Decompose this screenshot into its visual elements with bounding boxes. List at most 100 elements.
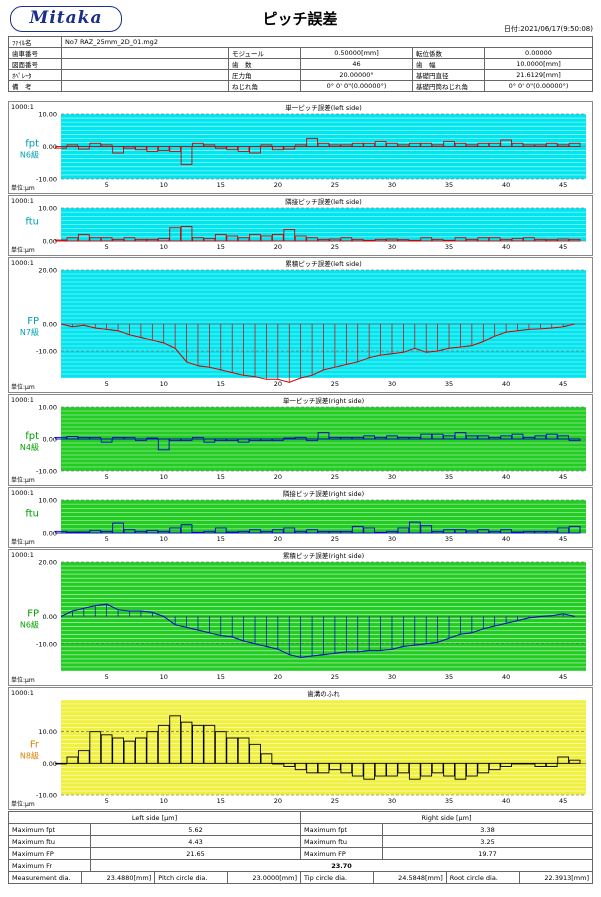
bar [55, 762, 67, 765]
bar [408, 142, 421, 147]
bar [466, 238, 478, 242]
left-side-header: Left side [μm] [8, 811, 301, 824]
unit-label: 単位:μm [11, 800, 35, 808]
y-tick-label: 20.00 [38, 559, 57, 567]
helix-label: ねじれ角 [228, 80, 301, 92]
x-tick-label: 5 [105, 243, 109, 251]
x-tick-label: 30 [388, 243, 396, 251]
x-tick-label: 40 [502, 797, 510, 805]
bar [545, 142, 558, 147]
x-tick-label: 45 [559, 181, 567, 189]
remarks-value [61, 80, 229, 92]
unit-label: 単位:μm [11, 246, 35, 254]
chart-title: 累積ピッチ誤差(right side) [283, 551, 364, 560]
y-tick-label: -10.00 [36, 468, 57, 476]
max-ftu-right-label: Maximum ftu [300, 835, 383, 848]
base-helix-value: 0° 0' 0"(0.00000°) [484, 80, 593, 92]
x-tick-label: 35 [445, 797, 453, 805]
bar [169, 227, 181, 242]
pressure-angle-value: 20.00000° [300, 69, 413, 81]
bar [408, 521, 421, 534]
gear-info-table: ﾌｧｲﾙ名 No7 RAZ_25mm_2D_01.mg2 歯車番号 モジュール … [8, 36, 593, 92]
y-tick-label: -10.00 [36, 792, 57, 800]
bar [500, 435, 512, 440]
bar [89, 529, 102, 534]
bar [466, 530, 478, 534]
bar [488, 530, 501, 534]
scale-label: 1000:1 [11, 489, 34, 497]
y-tick-label: 0.00 [43, 436, 57, 444]
bar [340, 436, 353, 440]
bar [180, 721, 193, 764]
bar [260, 438, 273, 442]
x-tick-label: 20 [274, 473, 282, 481]
chart-panel-5: 20.00 0.00 -10.00 5 10 15 20 25 30 35 40 45 累積ピッチ誤差(… [8, 549, 593, 686]
bar [374, 238, 387, 242]
bar [214, 731, 227, 764]
x-tick-label: 30 [388, 473, 396, 481]
scale-label: 1000:1 [11, 396, 34, 404]
x-tick-label: 35 [445, 380, 453, 388]
bar [260, 235, 273, 242]
bar [488, 436, 501, 440]
bar [443, 239, 455, 242]
tip-circle-dia-value: 24.5848[mm] [373, 872, 447, 883]
bar [374, 436, 387, 440]
x-tick-label: 15 [217, 473, 225, 481]
bar [329, 436, 341, 440]
bar [135, 737, 147, 764]
chart-title: 単一ピッチ誤差(right side) [283, 396, 364, 405]
bar [249, 438, 261, 442]
x-tick-label: 5 [105, 673, 109, 681]
bar [146, 529, 159, 534]
bar [351, 762, 364, 777]
bar [374, 762, 387, 777]
gear-no-value [61, 47, 229, 59]
y-tick-label: 10.00 [38, 205, 57, 213]
bar [294, 762, 307, 771]
bar [192, 436, 204, 440]
x-tick-label: 25 [331, 181, 339, 189]
bar [203, 144, 216, 147]
x-tick-label: 15 [217, 380, 225, 388]
bar [294, 235, 307, 242]
bar [283, 229, 296, 242]
bar [534, 762, 547, 767]
x-tick-label: 40 [502, 473, 510, 481]
x-tick-label: 25 [331, 673, 339, 681]
x-tick-label: 35 [445, 243, 453, 251]
bar [55, 530, 67, 534]
bar [55, 239, 67, 242]
bar [123, 436, 136, 440]
bar [135, 438, 147, 442]
bar [169, 146, 181, 152]
bar [351, 238, 364, 242]
bar [66, 237, 79, 242]
bar [77, 436, 90, 440]
x-tick-label: 30 [388, 181, 396, 189]
y-tick-label: -10.00 [36, 348, 57, 356]
x-tick-label: 15 [217, 535, 225, 543]
shift-value: 0.00000 [484, 47, 593, 59]
bar [271, 762, 284, 765]
bar [294, 436, 307, 440]
bar [386, 762, 398, 777]
x-tick-label: 10 [160, 380, 168, 388]
pitch-circle-dia-value: 23.0000[mm] [227, 872, 301, 883]
bar [340, 530, 353, 534]
bar [443, 529, 455, 534]
symbol-label: FP [27, 316, 39, 327]
remarks-label: 備 考 [8, 80, 62, 92]
bar [260, 144, 273, 147]
bar [203, 438, 216, 443]
measurement-dia-value: 23.4880[mm] [81, 872, 156, 883]
bar [534, 238, 547, 242]
chart-title: 累積ピッチ誤差(left side) [285, 259, 361, 268]
dims-row: Measurement dia. 23.4880[mm] Pitch circl… [8, 871, 593, 884]
bar [500, 529, 512, 534]
face-width-label: 歯 幅 [412, 58, 485, 70]
bar [237, 146, 250, 152]
x-tick-label: 25 [331, 473, 339, 481]
grade-label: N7級 [20, 327, 39, 337]
x-tick-label: 45 [559, 473, 567, 481]
